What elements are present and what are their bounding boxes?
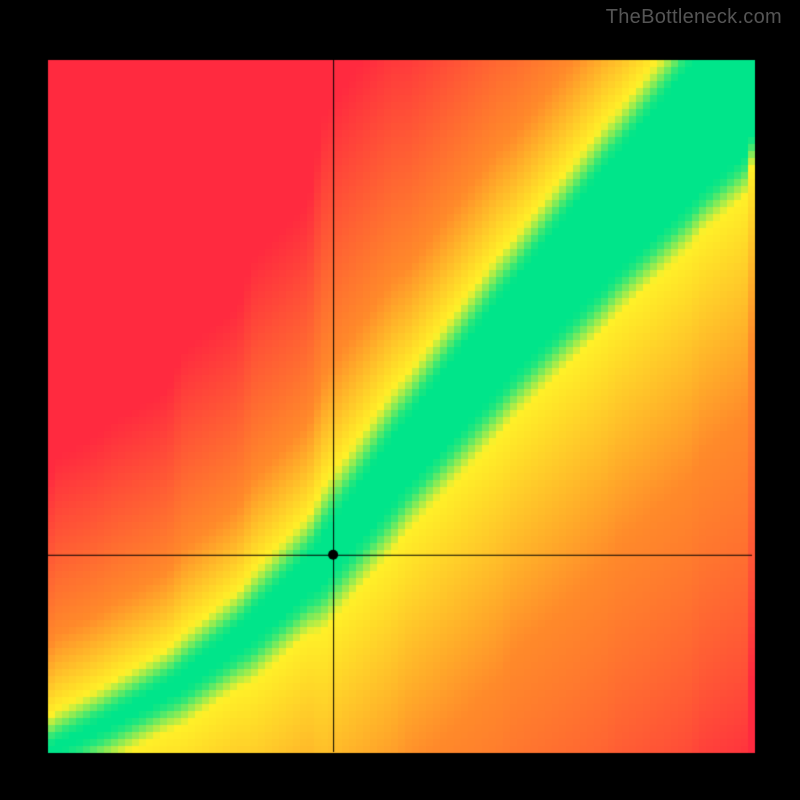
watermark-text: TheBottleneck.com [606, 6, 782, 29]
bottleneck-heatmap [0, 0, 800, 800]
